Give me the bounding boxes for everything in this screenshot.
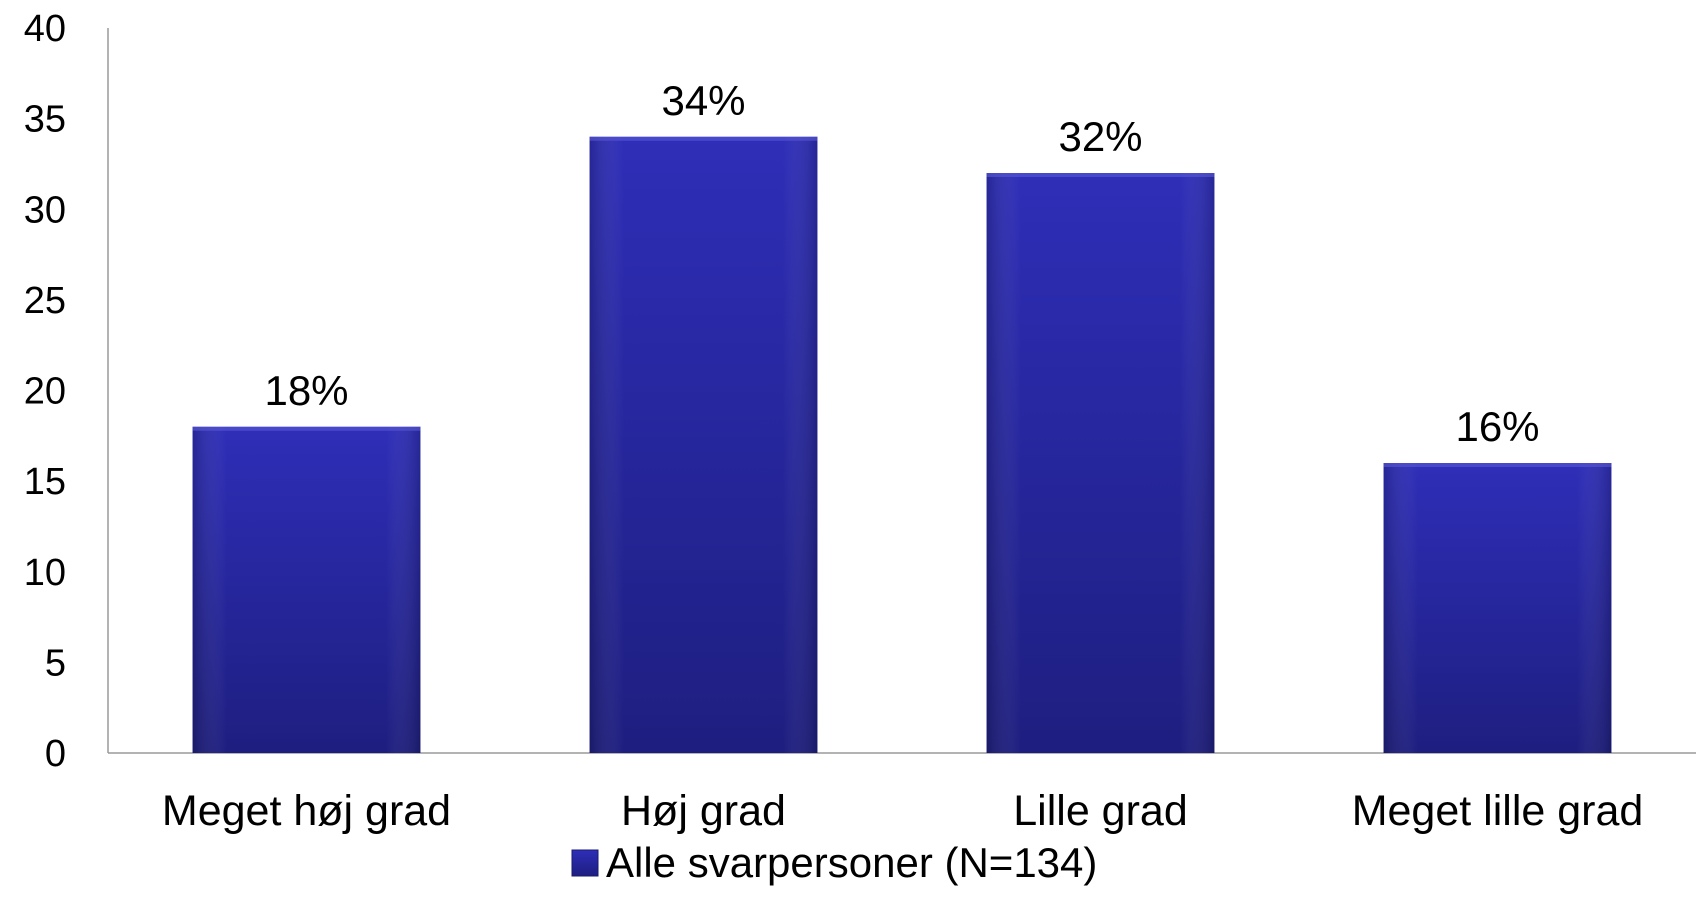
bar-sheen [589,136,818,753]
x-axis: Meget høj grad Høj grad Lille grad Meget li… [108,752,1696,835]
x-tick-label: Meget høj grad [162,787,451,835]
legend-swatch [571,849,599,877]
y-tick-label: 10 [24,552,66,594]
bar-sheen [192,426,421,753]
x-tick-label: Lille grad [1013,787,1188,835]
data-label: 16% [1455,403,1539,450]
y-axis: 0 5 10 15 20 25 30 35 40 [24,8,109,775]
bar-top-highlight [192,426,421,431]
y-tick-label: 0 [45,733,66,775]
x-tick-label: Høj grad [621,787,786,835]
bar-sheen [986,173,1215,753]
x-tick-label: Meget lille grad [1352,787,1644,835]
data-labels: 18% 34% 32% 16% [264,77,1539,450]
bar-sheen [1383,463,1612,753]
data-label: 18% [264,367,348,414]
bar-top-highlight [589,136,818,141]
y-tick-label: 25 [24,280,66,322]
y-tick-label: 40 [24,8,66,50]
bar-top-highlight [1383,463,1612,467]
y-tick-label: 20 [24,371,66,413]
bar-top-highlight [986,173,1215,177]
bars [192,136,1612,753]
legend-label: Alle svarpersoner (N=134) [606,839,1097,886]
y-tick-label: 35 [24,99,66,141]
data-label: 34% [661,77,745,124]
data-label: 32% [1058,113,1142,160]
y-tick-label: 5 [45,642,66,684]
y-tick-label: 30 [24,189,66,231]
y-tick-label: 15 [24,461,66,503]
legend: Alle svarpersoner (N=134) [571,839,1097,886]
